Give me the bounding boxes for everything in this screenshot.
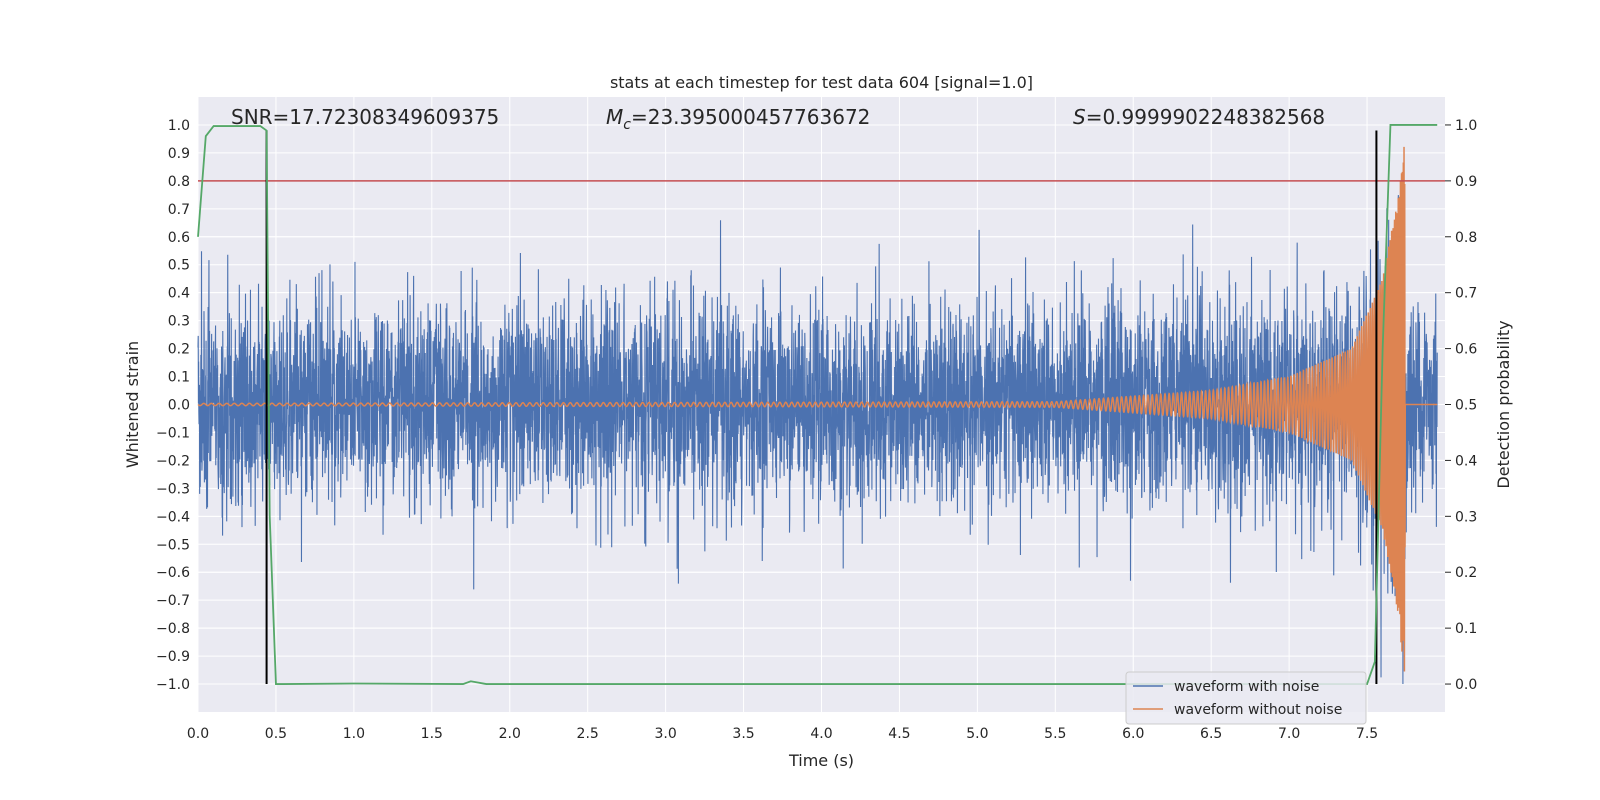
y-tick-label: −0.8 [156,621,190,637]
s-annotation: S=0.9999902248382568 [1073,105,1325,129]
y-tick-label: −0.7 [156,593,190,609]
y-tick-label: −0.2 [156,453,190,469]
s-symbol: S [1073,105,1086,129]
chirp-mass-symbol: M [606,105,623,129]
legend-label-with-noise: waveform with noise [1174,679,1319,695]
y2-tick-label: 0.8 [1455,230,1477,246]
chart-title: stats at each timestep for test data 604… [610,73,1033,92]
x-tick-label: 5.5 [1044,726,1066,742]
y-tick-label: −0.1 [156,425,190,441]
y-tick-label: −0.3 [156,481,190,497]
y2-tick-label: 0.7 [1455,286,1477,302]
chirp-mass-value: =23.395000457763672 [631,105,870,129]
chirp-mass-subscript: c [623,117,631,133]
legend-label-without-noise: waveform without noise [1174,702,1342,718]
y-tick-label: 0.7 [168,202,190,218]
y-tick-label: 0.5 [168,258,190,274]
x-tick-label: 0.0 [187,726,209,742]
x-tick-label: 3.5 [732,726,754,742]
series-waveform-with-noise [197,195,1438,685]
legend-box [1125,671,1367,725]
y-tick-label: 0.4 [168,286,190,302]
x-tick-label: 0.5 [265,726,287,742]
x-tick-label: 4.0 [810,726,832,742]
x-tick-label: 6.5 [1200,726,1222,742]
axes-text: 0.0 0.5 1.0 1.5 2.0 2.5 3.0 3.5 4.0 4.5 5.0 5.5 6.0 6… [156,118,1477,742]
x-tick-label: 2.0 [499,726,521,742]
y-tick-label: −0.6 [156,565,190,581]
y2-tick-label: 0.6 [1455,342,1477,358]
series-waveform-without-noise [197,146,1438,672]
y2-tick-label: 0.9 [1455,174,1477,190]
y2-tick-label: 0.4 [1455,453,1477,469]
y2-tick-label: 0.2 [1455,565,1477,581]
x-tick-label: 1.5 [421,726,443,742]
y2-tick-label: 0.0 [1455,677,1477,693]
y2-tick-label: 1.0 [1455,118,1477,134]
y2-axis-label: Detection probability [1494,320,1513,488]
y-tick-label: 0.8 [168,174,190,190]
y-tick-label: −0.9 [156,649,190,665]
legend: waveform with noise waveform without noi… [1125,671,1367,725]
y-tick-label: 0.1 [168,370,190,386]
x-tick-label: 2.5 [577,726,599,742]
x-tick-label: 4.5 [888,726,910,742]
y-tick-label: 0.6 [168,230,190,246]
x-tick-label: 1.0 [343,726,365,742]
y-tick-label: −0.4 [156,509,190,525]
y2-tick-label: 0.1 [1455,621,1477,637]
y-tick-label: −0.5 [156,537,190,553]
line-detection-probability [197,124,1438,685]
x-tick-label: 7.0 [1278,726,1300,742]
chirp-mass-annotation: Mc=23.395000457763672 [606,105,870,133]
y-tick-label: 1.0 [168,118,190,134]
y-tick-label: 0.2 [168,342,190,358]
s-value: =0.9999902248382568 [1086,105,1325,129]
y-tick-label: 0.0 [168,398,190,414]
y-tick-label: 0.9 [168,146,190,162]
x-axis-label: Time (s) [788,751,854,770]
y2-tick-label: 0.3 [1455,509,1477,525]
overlays [197,124,1445,685]
snr-annotation: SNR=17.72308349609375 [231,105,499,129]
line-waveform-with-noise [197,195,1438,685]
y-axis-label: Whitened strain [123,341,142,468]
x-tick-label: 7.5 [1356,726,1378,742]
x-tick-label: 5.0 [966,726,988,742]
x-tick-label: 6.0 [1122,726,1144,742]
y-tick-label: 0.3 [168,314,190,330]
y-tick-label: −1.0 [156,677,190,693]
line-waveform-without-noise [197,146,1438,672]
x-tick-label: 3.0 [654,726,676,742]
y2-tick-label: 0.5 [1455,398,1477,414]
